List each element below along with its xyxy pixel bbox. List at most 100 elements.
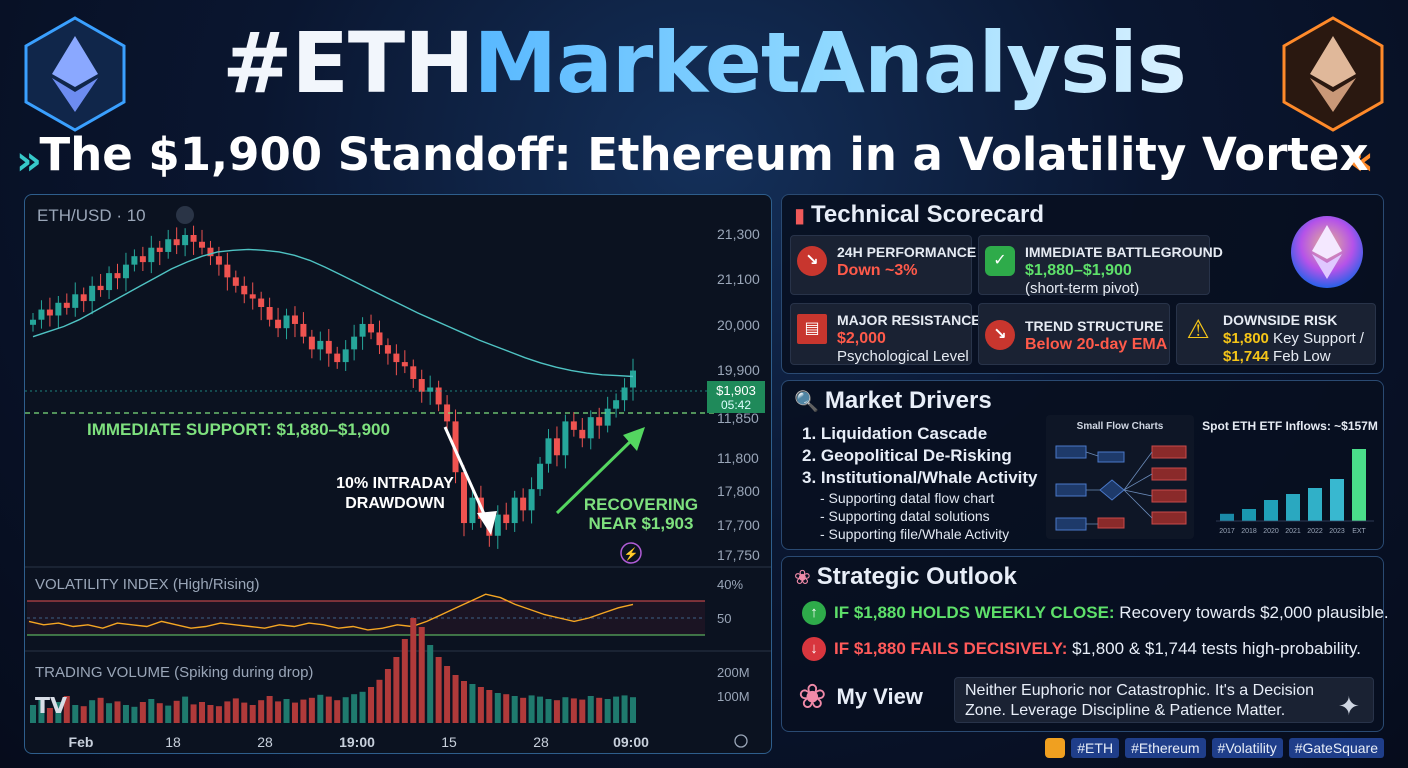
candle-body xyxy=(173,239,180,246)
settings-icon[interactable] xyxy=(734,734,748,748)
downside-risk-card: ⚠ DOWNSIDE RISK $1,800 Key Support / $1,… xyxy=(1176,303,1376,365)
etf-x-label: 2020 xyxy=(1263,528,1279,535)
eth-small-icon xyxy=(176,206,194,224)
flow-diagram xyxy=(1055,445,1187,531)
volume-bar xyxy=(258,700,265,723)
etf-bar xyxy=(1352,449,1366,521)
etf-title: Spot ETH ETF Inflows: ~$157M xyxy=(1202,419,1378,433)
volume-bar xyxy=(114,701,121,723)
title-suffix: MarketAnalysis xyxy=(473,14,1187,112)
drivers-title-text: Market Drivers xyxy=(824,387,992,414)
candle-body xyxy=(520,497,527,511)
perf-card: ↘ 24H PERFORMANCE Down ~3% xyxy=(790,235,976,295)
price-tick: 17,700 xyxy=(717,517,760,533)
volume-bar xyxy=(72,705,79,723)
volume-bar xyxy=(190,704,197,723)
candlestick-chart[interactable]: ETH/USD · 10 21,300 21,100 20,000 19,900 11,… xyxy=(25,195,771,753)
candle-body xyxy=(106,273,113,291)
driver-item-1: 1. Liquidation Cascade xyxy=(802,424,988,443)
candle-body xyxy=(190,235,197,242)
brain-icon-large: ❀ xyxy=(798,678,827,716)
volume-bar xyxy=(300,699,307,723)
candle-body xyxy=(241,285,248,295)
volume-bar xyxy=(553,700,560,723)
volume-bar xyxy=(621,695,628,723)
volume-bar xyxy=(80,706,87,723)
volume-bar xyxy=(215,706,222,723)
candle-body xyxy=(89,285,96,302)
volume-bar xyxy=(55,702,62,723)
current-price: $1,903 xyxy=(716,383,756,398)
outlook-title: ❀ Strategic Outlook xyxy=(794,563,1017,591)
bull-label: IF $1,880 HOLDS WEEKLY CLOSE: xyxy=(834,603,1115,622)
x-axis-label: Feb xyxy=(69,734,94,750)
tag-gatesquare[interactable]: #GateSquare xyxy=(1288,738,1384,758)
volume-bar xyxy=(562,697,569,723)
candle-body xyxy=(156,247,163,252)
volume-bar xyxy=(97,697,104,723)
volume-bar xyxy=(165,705,172,723)
outlook-title-text: Strategic Outlook xyxy=(816,563,1017,590)
candle-body xyxy=(528,489,535,511)
volume-bar xyxy=(537,696,544,723)
flow-title: Small Flow Charts xyxy=(1076,421,1164,432)
my-view: ❀ My View xyxy=(798,677,923,717)
lightning-icon xyxy=(620,542,642,564)
volume-bar xyxy=(232,698,239,723)
drawdown-label-1: 10% INTRADAY xyxy=(336,475,454,492)
driver-item-3: 3. Institutional/Whale Activity xyxy=(802,468,1038,487)
candle-body xyxy=(249,294,256,299)
candle-body xyxy=(621,387,628,401)
candle-body xyxy=(300,323,307,337)
candle-body xyxy=(393,353,400,363)
volume-bar xyxy=(342,697,349,723)
tag-ethereum[interactable]: #Ethereum xyxy=(1125,738,1206,758)
candle-body xyxy=(630,370,636,388)
price-tick: 19,900 xyxy=(717,362,760,378)
volume-bar xyxy=(410,618,417,723)
scorecard-title: ▮ Technical Scorecard xyxy=(794,201,1044,229)
candle-body xyxy=(444,404,451,422)
volume-bar xyxy=(207,705,214,723)
volume-bar xyxy=(503,694,510,723)
x-axis-label: 28 xyxy=(533,734,549,750)
volume-bar xyxy=(494,693,501,723)
volatility-tick-2: 50 xyxy=(717,611,731,626)
recovering-label-2: NEAR $1,903 xyxy=(589,514,694,533)
volume-bar xyxy=(596,697,603,723)
view-text-2: Zone. Leverage Discipline & Patience Mat… xyxy=(965,702,1286,719)
res-sub: Psychological Level xyxy=(837,348,969,365)
candle-body xyxy=(511,497,518,524)
volume-bar xyxy=(418,627,425,723)
etf-x-label: 2023 xyxy=(1329,528,1345,535)
candle-body xyxy=(503,514,510,524)
candle-body xyxy=(469,497,476,524)
volume-bar xyxy=(511,696,518,723)
etf-x-label: 2021 xyxy=(1285,528,1301,535)
volume-bar xyxy=(317,694,324,723)
tag-volatility[interactable]: #Volatility xyxy=(1211,738,1283,758)
volume-bar xyxy=(156,703,163,723)
candle-body xyxy=(553,438,560,456)
candle-body xyxy=(351,336,358,350)
candle-body xyxy=(215,256,222,265)
volume-bar xyxy=(384,669,391,723)
candle-body xyxy=(63,302,70,308)
volume-bar xyxy=(486,690,493,723)
volume-tick-1: 200M xyxy=(717,665,750,680)
x-axis-label: 15 xyxy=(441,734,457,750)
volume-bar xyxy=(182,696,189,723)
volume-bar xyxy=(275,701,282,723)
price-tick: 21,100 xyxy=(717,271,760,287)
volume-bar xyxy=(469,684,476,723)
candle-body xyxy=(199,241,206,248)
etf-x-label: EXT xyxy=(1352,528,1366,535)
risk-value-2: $1,744 xyxy=(1223,348,1269,365)
price-chart-panel[interactable]: ETH/USD · 10 21,300 21,100 20,000 19,900 11,… xyxy=(24,194,772,754)
countdown: 05:42 xyxy=(721,398,751,412)
risk-value-1: $1,800 xyxy=(1223,330,1269,347)
candle-body xyxy=(368,323,375,333)
market-drivers: 🔍 Market Drivers 1. Liquidation Cascade … xyxy=(781,380,1384,550)
candle-body xyxy=(587,417,594,439)
tag-eth[interactable]: #ETH xyxy=(1071,738,1120,758)
